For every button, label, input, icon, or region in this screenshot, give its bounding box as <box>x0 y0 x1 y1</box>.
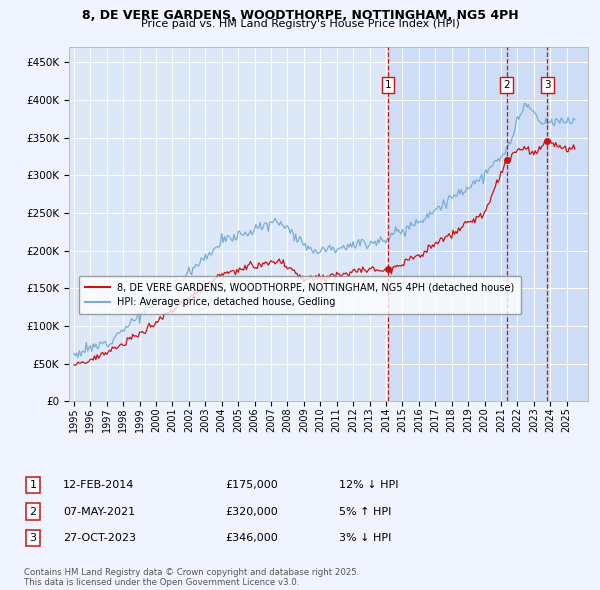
Text: £320,000: £320,000 <box>225 507 278 516</box>
Text: 2: 2 <box>503 80 510 90</box>
Text: 12-FEB-2014: 12-FEB-2014 <box>63 480 134 490</box>
Text: 27-OCT-2023: 27-OCT-2023 <box>63 533 136 543</box>
Text: 3: 3 <box>29 533 37 543</box>
Text: £175,000: £175,000 <box>225 480 278 490</box>
Text: 3% ↓ HPI: 3% ↓ HPI <box>339 533 391 543</box>
Text: 12% ↓ HPI: 12% ↓ HPI <box>339 480 398 490</box>
Legend: 8, DE VERE GARDENS, WOODTHORPE, NOTTINGHAM, NG5 4PH (detached house), HPI: Avera: 8, DE VERE GARDENS, WOODTHORPE, NOTTINGH… <box>79 276 521 314</box>
Text: Contains HM Land Registry data © Crown copyright and database right 2025.
This d: Contains HM Land Registry data © Crown c… <box>24 568 359 587</box>
Text: 5% ↑ HPI: 5% ↑ HPI <box>339 507 391 516</box>
Text: Price paid vs. HM Land Registry's House Price Index (HPI): Price paid vs. HM Land Registry's House … <box>140 19 460 29</box>
Bar <box>388 47 588 401</box>
Text: 1: 1 <box>385 80 391 90</box>
Text: 2: 2 <box>29 507 37 516</box>
Text: 1: 1 <box>29 480 37 490</box>
Text: 07-MAY-2021: 07-MAY-2021 <box>63 507 135 516</box>
Text: 8, DE VERE GARDENS, WOODTHORPE, NOTTINGHAM, NG5 4PH: 8, DE VERE GARDENS, WOODTHORPE, NOTTINGH… <box>82 9 518 22</box>
Text: £346,000: £346,000 <box>225 533 278 543</box>
Text: 3: 3 <box>544 80 551 90</box>
